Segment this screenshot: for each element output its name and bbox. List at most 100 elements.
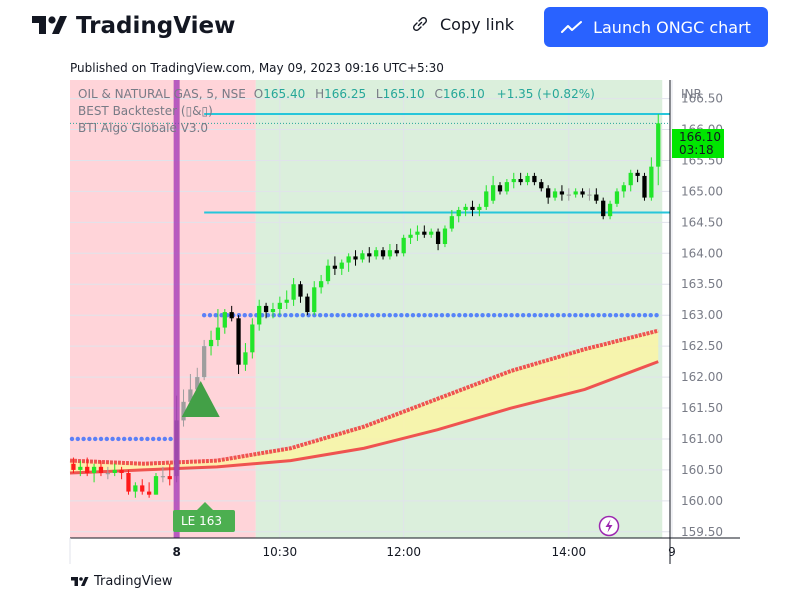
candle-body: [91, 466, 97, 474]
candle-body: [208, 339, 214, 347]
support-dot: [602, 312, 607, 318]
support-dot: [509, 312, 514, 318]
support-dot: [300, 312, 305, 318]
support-dot: [219, 312, 224, 318]
early-dot: [75, 436, 80, 442]
support-dot: [265, 312, 271, 318]
support-dot: [631, 312, 636, 318]
candle-body: [415, 231, 420, 235]
support-dot: [352, 312, 358, 318]
tv-logo-icon: [32, 16, 67, 34]
trade-label-box: [173, 510, 235, 532]
support-dot: [497, 312, 503, 318]
support-dot: [201, 312, 207, 318]
support-dot: [207, 312, 213, 318]
support-dot: [381, 312, 387, 318]
support-dot: [375, 312, 381, 318]
candle-body: [552, 191, 558, 198]
tradingview-logo[interactable]: TradingView: [32, 12, 235, 40]
entry-bar: [173, 80, 180, 538]
candle-body: [614, 191, 620, 204]
support-dot: [283, 312, 288, 318]
candle-body: [449, 216, 454, 229]
candle-body: [353, 256, 358, 260]
ohlc-o-key: O: [254, 87, 263, 101]
chart-card: Published on TradingView.com, May 09, 20…: [60, 54, 740, 600]
candle-body: [635, 172, 640, 176]
support-dot: [619, 312, 624, 318]
indicator-backtester[interactable]: BEST Backtester (▯&▯): [78, 104, 213, 118]
chart-line-icon: [561, 21, 583, 33]
candle-body: [202, 346, 207, 378]
last-price-tag: [672, 129, 724, 158]
trade-label-pointer: [197, 502, 213, 510]
candle-body: [539, 182, 544, 189]
support-dot: [335, 312, 340, 318]
support-dot: [329, 312, 334, 318]
ohlc-change: +1.35 (+0.82%): [497, 87, 595, 101]
ohlc-high: 166.25: [324, 87, 366, 101]
candle-body: [284, 299, 289, 303]
candle-body: [229, 312, 234, 319]
x-tick-label: 9: [668, 545, 676, 559]
support-dot: [462, 312, 468, 318]
support-dot: [271, 312, 276, 318]
candle-body: [401, 237, 406, 254]
launch-chart-button[interactable]: Launch ONGC chart: [544, 7, 768, 47]
candle-body: [119, 469, 124, 474]
bar-countdown: 03:18: [679, 143, 714, 157]
candle-body: [236, 318, 241, 365]
candle-body: [71, 463, 76, 470]
support-dot: [590, 312, 595, 318]
support-dot: [474, 312, 479, 318]
y-tick-label: 162.50: [681, 339, 723, 353]
candle-body: [525, 175, 530, 183]
early-dot: [116, 436, 121, 442]
candle-body: [380, 250, 386, 257]
support-dot: [323, 312, 329, 318]
candle-body: [442, 228, 448, 245]
candle-body: [642, 175, 647, 198]
long-entry-triangle: [181, 381, 220, 418]
y-tick-label: 159.50: [681, 525, 723, 539]
support-dot: [636, 312, 642, 318]
indicator-bti-algo[interactable]: BTI Algo Globale V3.0: [78, 121, 208, 135]
support-dot: [317, 312, 323, 318]
candle-body: [160, 476, 166, 478]
candle-body: [566, 194, 571, 196]
copy-link-button[interactable]: Copy link: [410, 14, 514, 34]
candle-body: [490, 185, 496, 201]
candle-body: [594, 194, 599, 201]
chart-frame: Published on TradingView.com, May 09, 20…: [60, 54, 740, 600]
early-dot: [93, 436, 98, 442]
bti-band: [69, 328, 659, 475]
candle-body: [263, 305, 269, 313]
candle-body: [484, 191, 489, 207]
band-lower-line: [69, 360, 659, 475]
support-dot: [648, 312, 653, 318]
support-dot: [538, 312, 543, 318]
y-tick-label: 161.00: [681, 432, 723, 446]
support-dot: [410, 312, 416, 318]
support-dot: [468, 312, 474, 318]
chart-canvas[interactable]: 166.50166.00165.50165.00164.50164.00163.…: [60, 54, 740, 600]
candle-body: [580, 191, 585, 195]
x-tick-label: 12:00: [386, 545, 421, 559]
candle-body: [532, 175, 537, 183]
candle-body: [429, 231, 434, 235]
top-bar: TradingView Copy link Launch ONGC chart: [0, 0, 800, 54]
candle-body: [621, 185, 626, 192]
candle-body: [497, 185, 503, 192]
candle-body: [346, 256, 351, 263]
candle-body: [422, 231, 427, 235]
early-dot: [127, 436, 133, 442]
support-dot: [555, 312, 561, 318]
band-fill: [70, 330, 659, 474]
candle-body: [305, 296, 310, 313]
candle-body: [167, 476, 172, 480]
candle-body: [181, 401, 186, 421]
candle-body: [222, 312, 227, 328]
lightning-icon[interactable]: [598, 515, 620, 537]
support-dot: [520, 312, 526, 318]
early-dot: [87, 436, 92, 442]
